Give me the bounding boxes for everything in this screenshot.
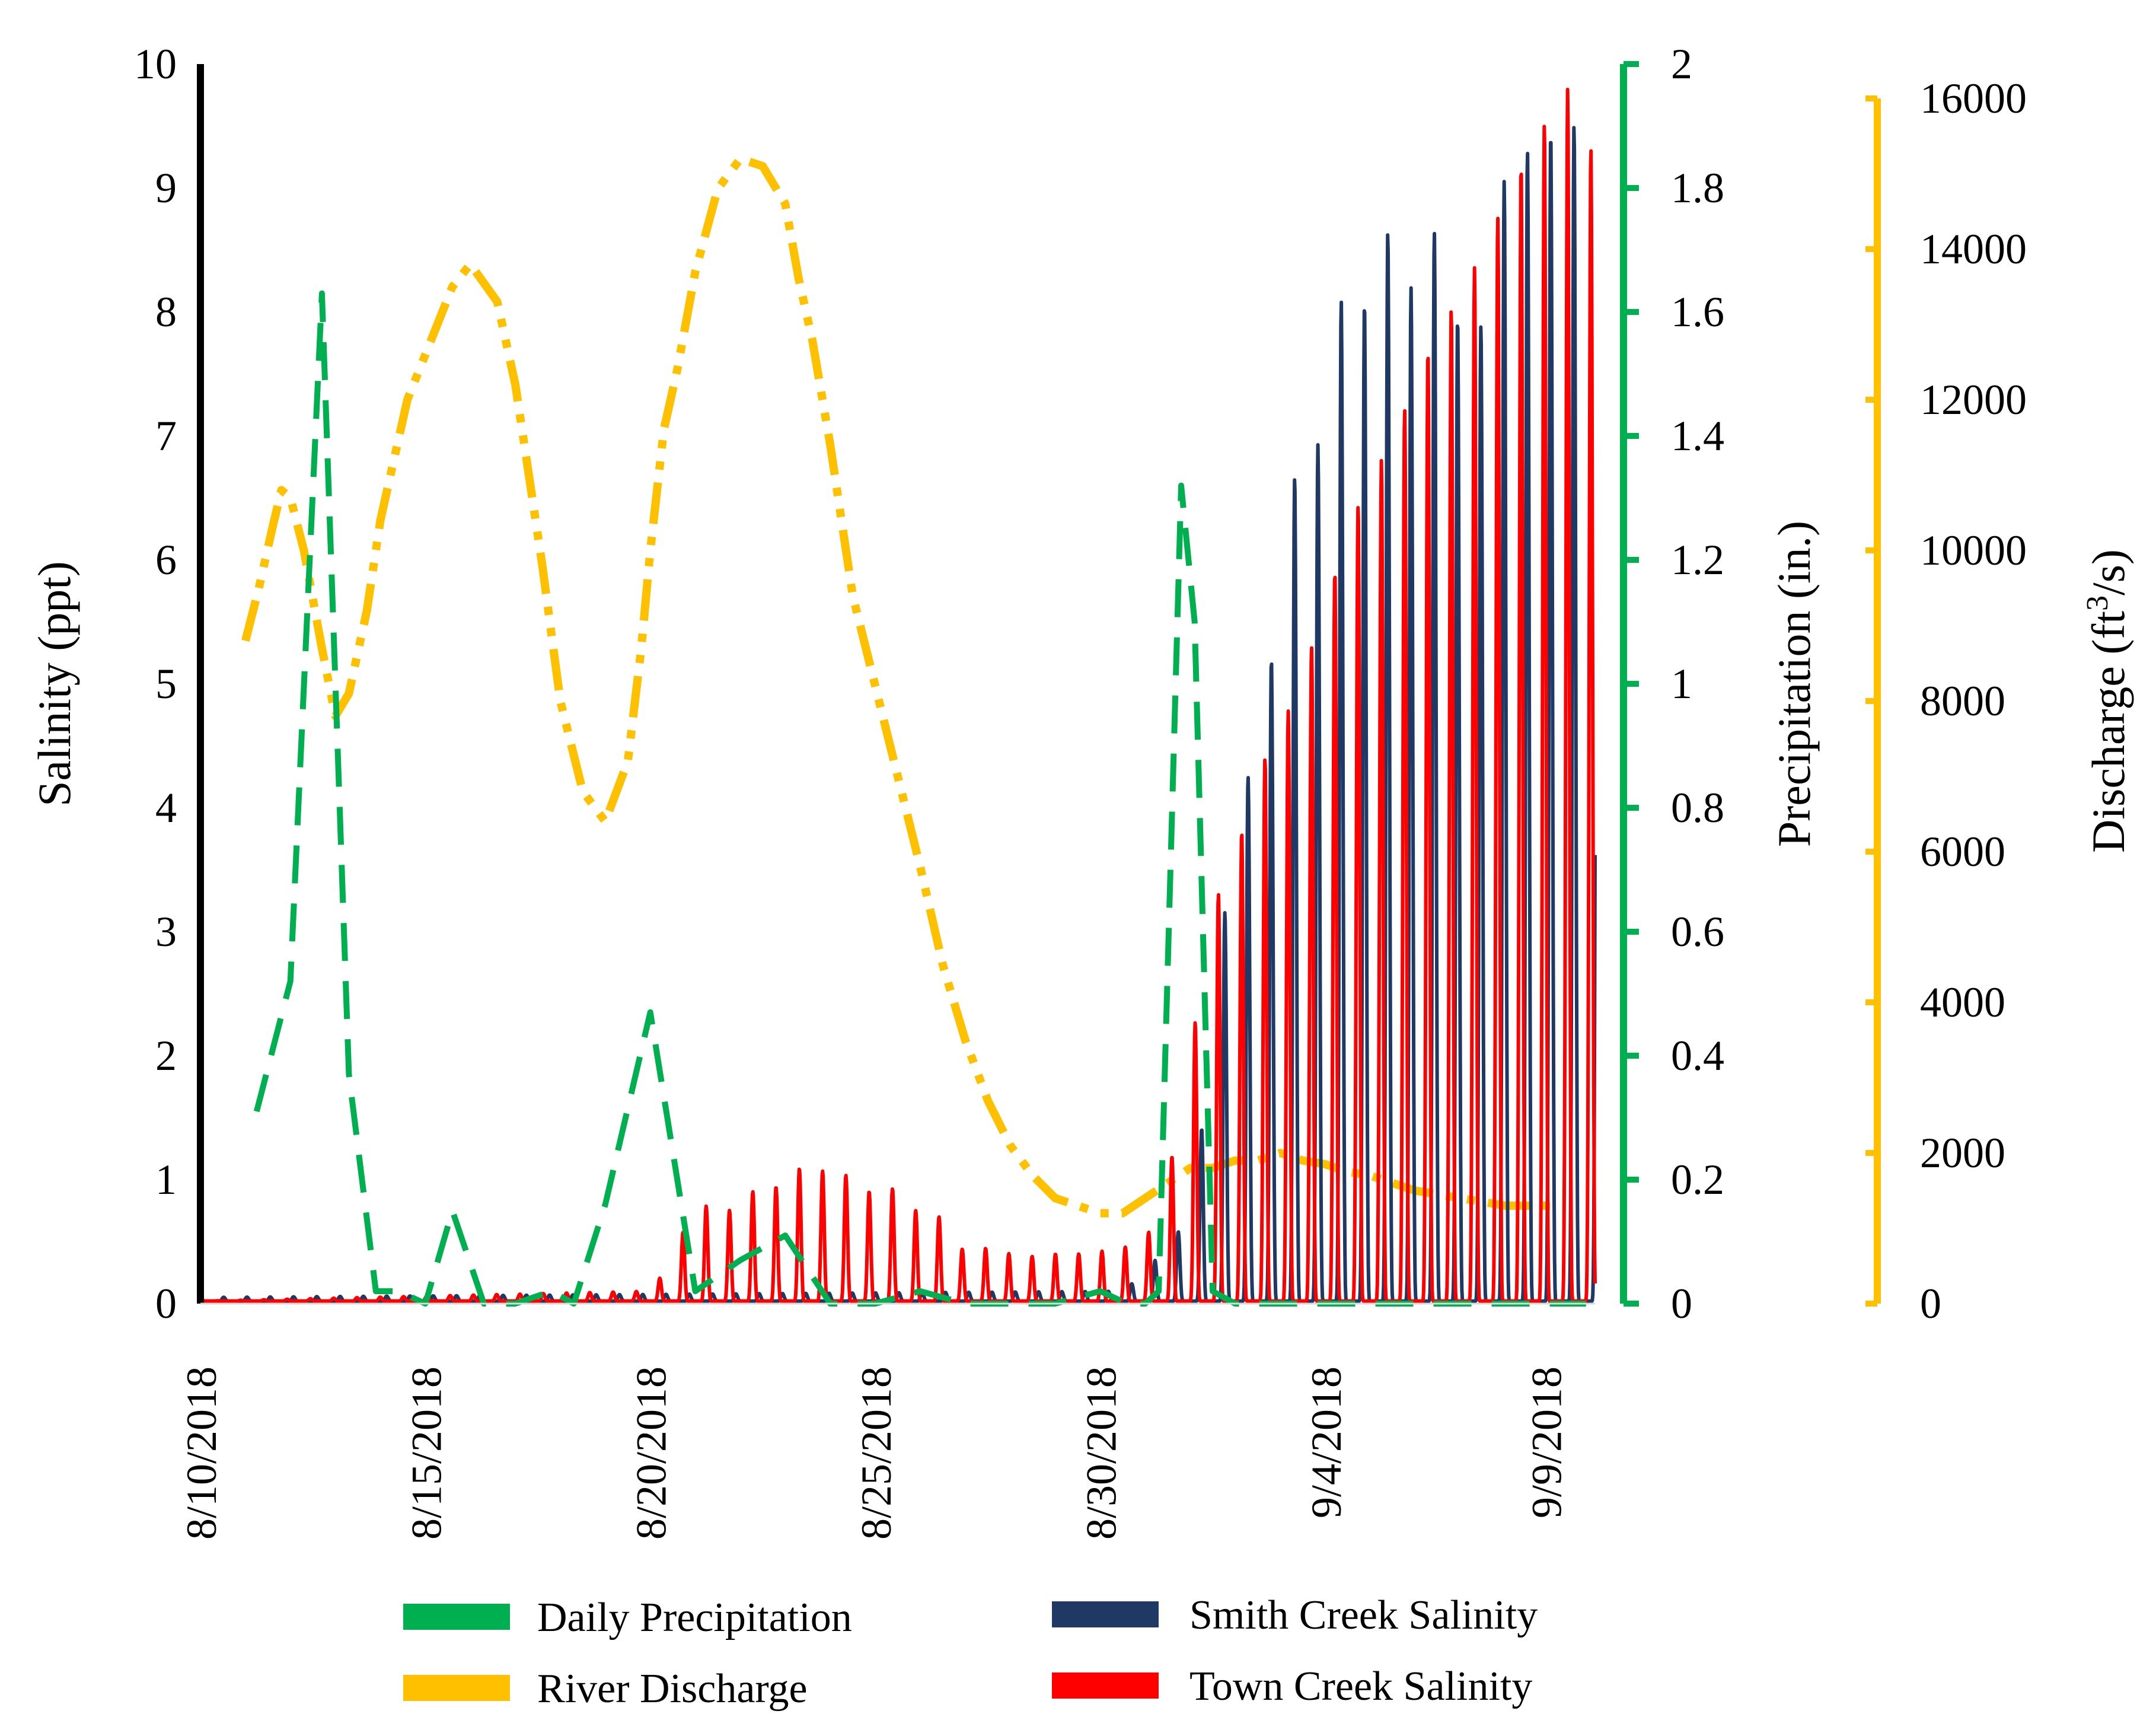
discharge-axis-title: Discharge (ft3/s) [2081, 549, 2135, 853]
legend-swatch [403, 1675, 510, 1701]
salinity-tick-label: 7 [155, 412, 177, 460]
salinity-axis-title: Salinity (ppt) [28, 561, 80, 807]
salinity-tick-label: 1 [155, 1156, 177, 1203]
precipitation-tick-label: 1 [1671, 660, 1692, 708]
salinity-tick-label: 4 [155, 784, 177, 832]
salinity-tick-label: 9 [155, 164, 177, 212]
x-tick-label: 8/15/2018 [403, 1366, 450, 1540]
precipitation-tick-label: 0.2 [1671, 1156, 1724, 1203]
discharge-tick-label: 8000 [1920, 677, 2005, 725]
salinity-tick-label: 8 [155, 288, 177, 336]
precipitation-tick-label: 1.8 [1671, 164, 1724, 212]
x-tick-label: 8/30/2018 [1077, 1366, 1125, 1540]
discharge-tick-label: 2000 [1920, 1129, 2005, 1177]
x-tick-label: 8/25/2018 [853, 1366, 900, 1540]
legend-label: Daily Precipitation [537, 1595, 852, 1640]
discharge-tick-label: 16000 [1920, 75, 2027, 122]
legend-entry: Smith Creek Salinity [1052, 1592, 1538, 1638]
legend-label: Smith Creek Salinity [1189, 1592, 1538, 1638]
legend-swatch [403, 1604, 510, 1630]
precipitation-tick-label: 1.4 [1671, 412, 1724, 460]
x-tick-label: 8/20/2018 [628, 1366, 675, 1540]
discharge-tick-label: 10000 [1920, 527, 2027, 574]
salinity-tick-label: 5 [155, 660, 177, 708]
salinity-tick-label: 3 [155, 908, 177, 955]
discharge-tick-label: 12000 [1920, 376, 2027, 423]
x-tick-label: 9/9/2018 [1523, 1366, 1571, 1518]
legend-label: Town Creek Salinity [1189, 1664, 1532, 1709]
plot-series [199, 87, 1597, 1307]
legend-entry: Town Creek Salinity [1052, 1664, 1532, 1709]
precipitation-tick-label: 0 [1671, 1280, 1692, 1327]
salinity-tick-label: 2 [155, 1032, 177, 1079]
legend: Daily Precipitation River Discharge Smith … [403, 1592, 1538, 1712]
legend-swatch [1052, 1673, 1159, 1699]
legend-entry: Daily Precipitation [403, 1595, 852, 1640]
x-tick-label: 9/4/2018 [1303, 1366, 1350, 1518]
discharge-tick-label: 4000 [1920, 979, 2005, 1026]
precipitation-tick-label: 1.6 [1671, 288, 1724, 336]
series-daily-precipitation [253, 290, 1586, 1307]
salinity-tick-label: 0 [155, 1280, 177, 1327]
series-town-creek-salinity [199, 87, 1597, 1303]
x-tick-label: 8/10/2018 [178, 1366, 225, 1540]
precipitation-tick-label: 0.6 [1671, 908, 1724, 955]
precipitation-tick-label: 0.4 [1671, 1032, 1724, 1079]
legend-swatch [1052, 1601, 1159, 1627]
precipitation-tick-label: 1.2 [1671, 536, 1724, 584]
discharge-tick-label: 6000 [1920, 828, 2005, 875]
salinity-tick-label: 10 [134, 40, 177, 88]
precipitation-tick-label: 2 [1671, 40, 1692, 88]
discharge-tick-label: 0 [1920, 1280, 1941, 1327]
salinity-tick-label: 6 [155, 536, 177, 584]
legend-label: River Discharge [537, 1666, 808, 1712]
legend-entry: River Discharge [403, 1666, 808, 1712]
precipitation-tick-label: 0.8 [1671, 784, 1724, 832]
series-river-discharge [241, 154, 1551, 1218]
precipitation-axis-title: Precipitation (in.) [1768, 521, 1820, 847]
discharge-tick-label: 14000 [1920, 225, 2027, 273]
